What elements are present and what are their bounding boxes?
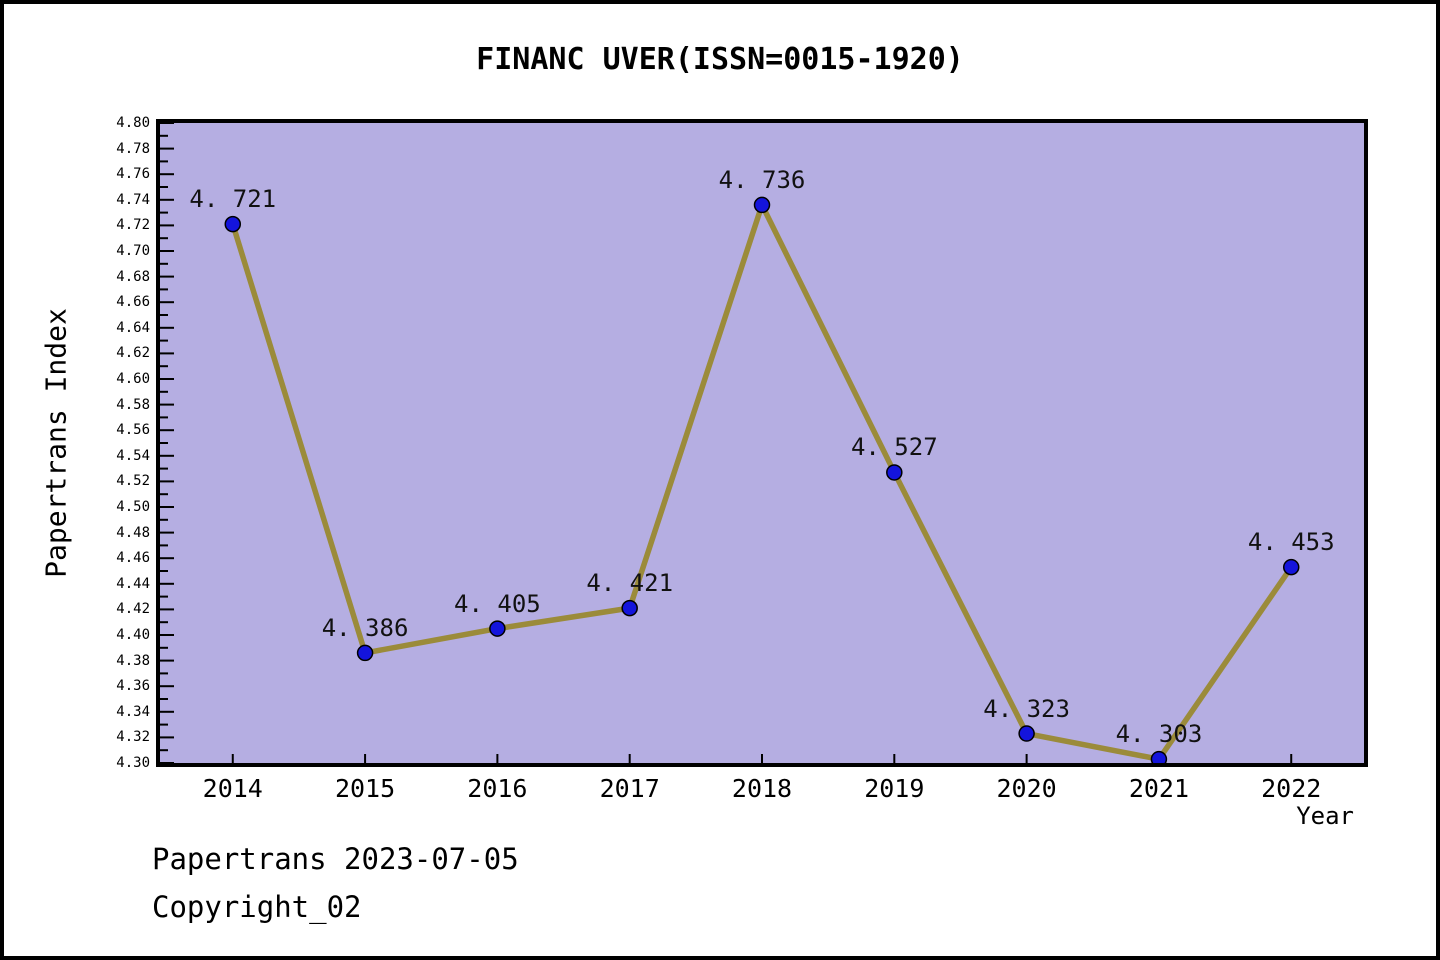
y-tick-label: 4.36	[116, 678, 150, 695]
data-point-label: 4. 405	[454, 589, 541, 618]
data-line	[230, 197, 1294, 763]
y-tick-label: 4.56	[116, 422, 150, 439]
y-tick-label: 4.38	[116, 652, 150, 669]
data-point-label: 4. 721	[189, 185, 277, 214]
y-tick-label: 4.48	[116, 524, 150, 541]
y-tick-label: 4.34	[116, 703, 150, 720]
y-tick-label: 4.58	[116, 396, 150, 413]
y-tick-label: 4.72	[116, 217, 150, 234]
y-tick-label: 4.46	[116, 550, 150, 567]
chart-title: FINANC UVER(ISSN=0015-1920)	[476, 42, 964, 77]
x-tick-label: 2022	[1261, 774, 1322, 803]
data-point-label: 4. 527	[850, 433, 938, 462]
y-tick-label: 4.78	[116, 140, 150, 157]
y-tick-label: 4.80	[116, 115, 150, 131]
data-point-marker	[1150, 750, 1168, 763]
chart-canvas	[160, 123, 1300, 763]
y-tick-label: 4.66	[116, 294, 150, 311]
y-tick-label: 4.62	[116, 345, 150, 362]
data-point-label: 4. 303	[1115, 720, 1203, 749]
data-point-label: 4. 421	[586, 569, 674, 598]
footer-copyright-text: Copyright_02	[152, 890, 362, 924]
data-point-label: 4. 736	[718, 165, 806, 194]
x-tick-label: 2016	[467, 774, 528, 803]
footer-date-text: Papertrans 2023-07-05	[152, 842, 519, 876]
data-point-marker	[621, 599, 638, 617]
y-tick-label: 4.52	[116, 473, 150, 490]
x-tick-label: 2017	[599, 774, 660, 803]
y-tick-label: 4.74	[116, 191, 150, 208]
x-axis-title: Year	[1296, 802, 1354, 830]
data-point-marker	[753, 196, 771, 214]
y-tick-label: 4.60	[116, 371, 150, 387]
data-point-label: 4. 453	[1247, 528, 1335, 557]
data-point-marker	[489, 620, 506, 637]
y-tick-label: 4.70	[116, 243, 150, 259]
y-tick-label: 4.32	[116, 729, 150, 746]
y-tick-label: 4.30	[116, 755, 150, 771]
y-tick-label: 4.64	[116, 319, 150, 336]
x-tick-label: 2021	[1128, 774, 1190, 803]
y-tick-label: 4.44	[116, 575, 150, 592]
x-tick-label: 2020	[996, 774, 1057, 803]
x-tick-label: 2015	[334, 774, 396, 803]
x-tick-label: 2018	[731, 774, 793, 803]
data-point-marker	[356, 644, 374, 662]
data-point-label: 4. 323	[983, 694, 1070, 723]
y-tick-label: 4.76	[116, 166, 150, 183]
x-tick-label: 2019	[864, 774, 925, 803]
x-tick-label: 2014	[202, 774, 263, 803]
data-point-label: 4. 386	[321, 613, 409, 642]
y-tick-label: 4.68	[116, 268, 150, 285]
y-axis-title: Papertrans Index	[39, 308, 73, 578]
data-point-marker	[1282, 558, 1300, 576]
y-tick-label: 4.40	[116, 627, 150, 643]
data-point-marker	[886, 464, 903, 481]
data-point-marker	[1018, 725, 1035, 742]
data-point-marker	[224, 215, 242, 233]
y-tick-label: 4.42	[116, 601, 150, 618]
y-tick-label: 4.54	[116, 447, 150, 464]
chart-plot-area	[156, 119, 1368, 767]
y-tick-label: 4.50	[116, 499, 150, 515]
